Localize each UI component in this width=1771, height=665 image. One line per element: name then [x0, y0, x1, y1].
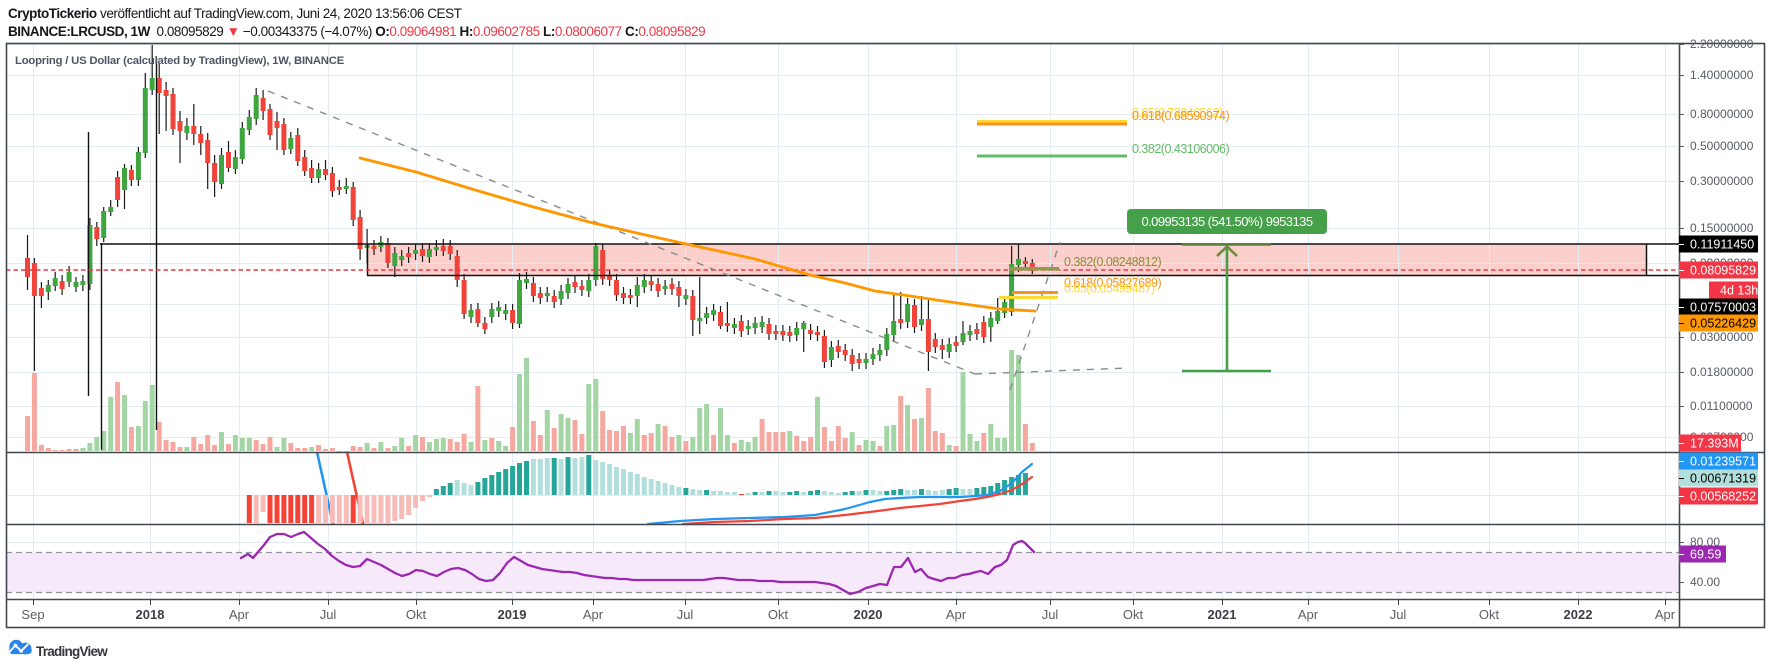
- svg-text:0.03000000: 0.03000000: [1690, 330, 1754, 344]
- svg-text:0.07570003: 0.07570003: [1690, 301, 1756, 315]
- svg-text:0.09953135 (541.50%) 9953135: 0.09953135 (541.50%) 9953135: [1141, 214, 1312, 229]
- svg-text:0.15000000: 0.15000000: [1690, 221, 1754, 235]
- svg-text:0.65(0.73846562): 0.65(0.73846562): [1132, 106, 1223, 120]
- svg-text:2.20000000: 2.20000000: [1690, 37, 1754, 51]
- svg-text:17.393M: 17.393M: [1690, 437, 1739, 451]
- svg-text:Apr: Apr: [229, 607, 250, 622]
- svg-text:Jul: Jul: [677, 607, 694, 622]
- svg-text:0.85(0.05499487): 0.85(0.05499487): [1064, 282, 1155, 296]
- svg-text:0.00568252: 0.00568252: [1690, 490, 1756, 504]
- svg-text:Jul: Jul: [320, 607, 337, 622]
- svg-text:Okt: Okt: [768, 607, 789, 622]
- svg-text:0.618(0.05827689): 0.618(0.05827689): [1064, 276, 1161, 290]
- svg-text:Loopring / US Dollar (calculat: Loopring / US Dollar (calculated by Trad…: [15, 55, 345, 67]
- svg-text:2020: 2020: [854, 607, 883, 622]
- svg-text:1.40000000: 1.40000000: [1690, 68, 1754, 82]
- svg-text:40.00: 40.00: [1690, 575, 1720, 589]
- svg-text:0.01800000: 0.01800000: [1690, 365, 1754, 379]
- svg-text:Apr: Apr: [1655, 607, 1676, 622]
- svg-text:2021: 2021: [1208, 607, 1237, 622]
- svg-text:2019: 2019: [498, 607, 527, 622]
- svg-text:0.618(0.68590974): 0.618(0.68590974): [1132, 109, 1229, 123]
- svg-text:0.50000000: 0.50000000: [1690, 139, 1754, 153]
- svg-text:TradingView: TradingView: [36, 644, 108, 659]
- svg-text:0.382(0.43106006): 0.382(0.43106006): [1132, 142, 1229, 156]
- svg-text:0.01100000: 0.01100000: [1690, 399, 1753, 413]
- svg-text:Jul: Jul: [1042, 607, 1059, 622]
- svg-text:0.80000000: 0.80000000: [1690, 107, 1754, 121]
- svg-text:0.01239571: 0.01239571: [1690, 455, 1756, 469]
- svg-text:Sep: Sep: [21, 607, 44, 622]
- svg-text:Okt: Okt: [406, 607, 427, 622]
- svg-text:Apr: Apr: [583, 607, 604, 622]
- svg-text:69.59: 69.59: [1690, 548, 1721, 562]
- svg-text:2018: 2018: [136, 607, 165, 622]
- svg-text:Apr: Apr: [1298, 607, 1319, 622]
- svg-text:2022: 2022: [1564, 607, 1593, 622]
- svg-text:0.08095829: 0.08095829: [1690, 264, 1756, 278]
- svg-text:Okt: Okt: [1123, 607, 1144, 622]
- svg-text:0.05226429: 0.05226429: [1690, 317, 1756, 331]
- svg-text:0.00671319: 0.00671319: [1690, 472, 1756, 486]
- svg-text:Okt: Okt: [1479, 607, 1500, 622]
- svg-text:0.30000000: 0.30000000: [1690, 174, 1754, 188]
- svg-text:0.11911450: 0.11911450: [1690, 238, 1754, 252]
- svg-text:4d 13h: 4d 13h: [1720, 284, 1758, 298]
- svg-text:Jul: Jul: [1390, 607, 1407, 622]
- svg-text:Apr: Apr: [946, 607, 967, 622]
- svg-text:0.382(0.08248812): 0.382(0.08248812): [1064, 255, 1161, 269]
